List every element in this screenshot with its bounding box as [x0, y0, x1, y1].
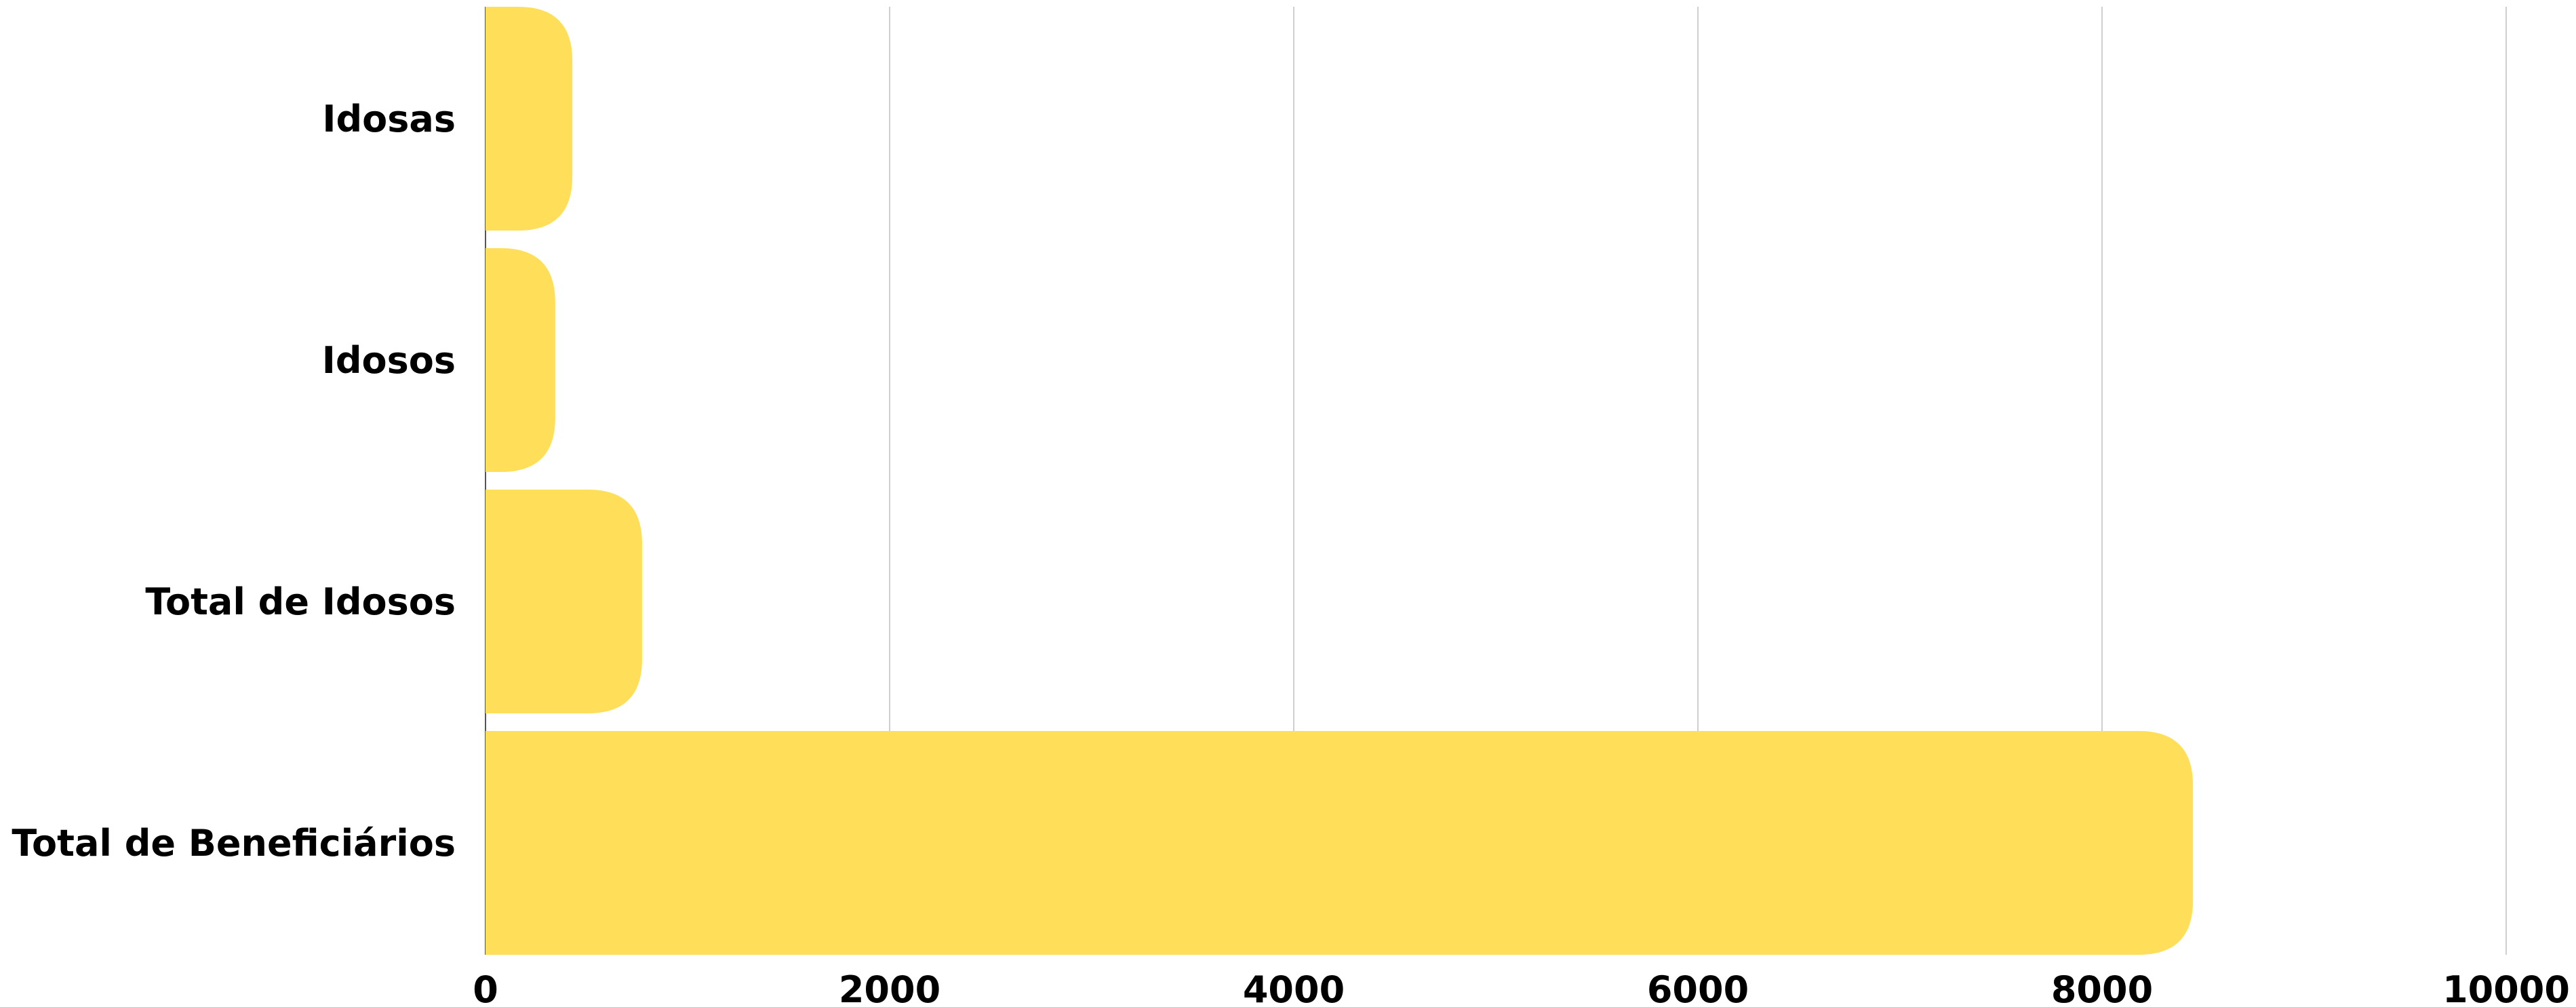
x-tick-label: 2000	[839, 968, 940, 1007]
x-tick-label: 10000	[2442, 968, 2570, 1007]
bar	[486, 7, 573, 231]
category-labels: Idosas Idosos Total de Idosos Total de Bene…	[12, 98, 456, 865]
bar	[486, 490, 642, 713]
x-tick-label: 4000	[1243, 968, 1345, 1007]
category-label: Idosas	[322, 98, 456, 140]
bar	[486, 731, 2194, 955]
x-tick-label: 8000	[2051, 968, 2153, 1007]
category-label: Idosos	[322, 339, 456, 382]
bar	[486, 248, 555, 472]
x-tick-label: 6000	[1647, 968, 1749, 1007]
category-label: Total de Idosos	[145, 580, 456, 623]
bars	[486, 7, 2194, 955]
category-label: Total de Beneficiários	[12, 822, 456, 865]
x-tick-label: 0	[473, 968, 498, 1007]
x-axis-tick-labels: 0 2000 4000 6000 8000 10000	[473, 968, 2570, 1007]
